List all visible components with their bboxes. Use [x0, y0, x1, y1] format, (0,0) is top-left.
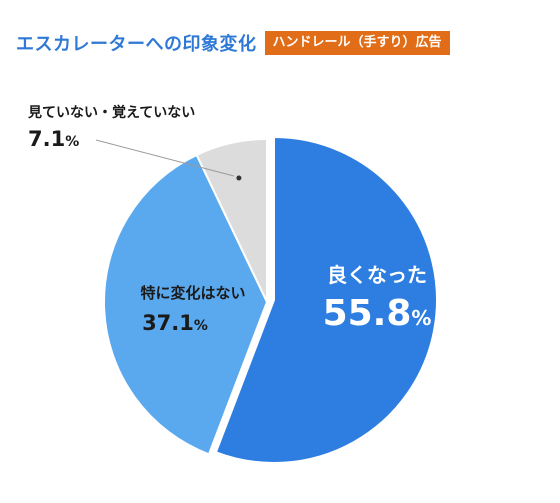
ad-type-badge: ハンドレール（手すり）広告: [264, 31, 450, 55]
slice-value-good-number: 55.8: [323, 293, 412, 334]
slice-value-good-unit: %: [411, 306, 431, 330]
pie-slices: [103, 135, 438, 464]
slice-value-unknown-number: 7.1: [28, 127, 65, 151]
pie-slice-good: [214, 135, 438, 464]
unknown-leader-line: [95, 139, 235, 177]
slice-value-no-change: 37.1%: [142, 311, 208, 335]
pie-slice-no-change: [103, 153, 269, 456]
slice-value-unknown: 7.1%: [28, 127, 79, 151]
slice-value-good: 55.8%: [323, 293, 432, 334]
chart-title: エスカレーターへの印象変化: [16, 34, 257, 55]
slice-value-no-change-unit: %: [194, 318, 208, 334]
chart-header: エスカレーターへの印象変化 ハンドレール（手すり）広告: [16, 30, 450, 56]
pie-slice-unknown: [195, 137, 268, 303]
slice-label-unknown: 見ていない・覚えていない: [27, 104, 195, 121]
slice-value-no-change-number: 37.1: [142, 311, 194, 335]
slice-label-good: 良くなった: [327, 263, 427, 287]
slice-label-no-change: 特に変化はない: [140, 284, 245, 302]
unknown-leader-dot: [236, 175, 242, 181]
slice-value-unknown-unit: %: [65, 134, 79, 150]
